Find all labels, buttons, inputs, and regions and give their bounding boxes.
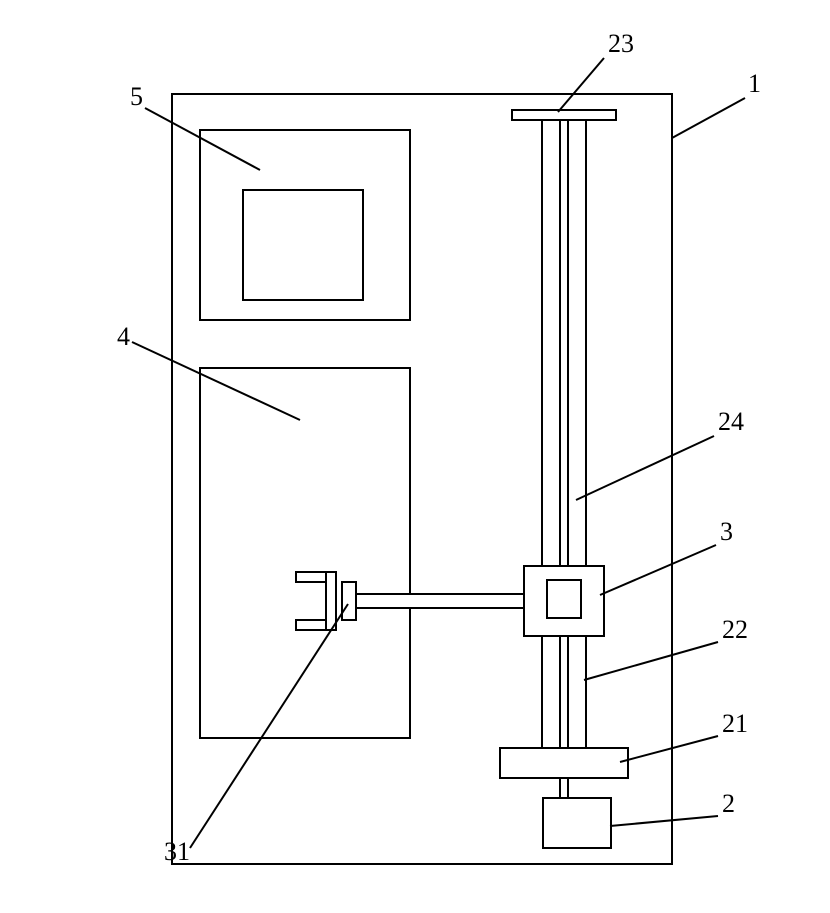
label-3: 3 (720, 517, 733, 546)
label-2: 2 (722, 789, 735, 818)
label-4: 4 (117, 322, 130, 351)
rail-right (568, 118, 586, 748)
fork-vbar (326, 572, 336, 630)
fork-top (296, 572, 326, 582)
shapes-layer (172, 94, 672, 864)
arm (352, 594, 524, 608)
top-cap (512, 110, 616, 120)
bottom-plate (500, 748, 628, 778)
label-24: 24 (718, 407, 744, 436)
label-21: 21 (722, 709, 748, 738)
label-23: 23 (608, 29, 634, 58)
label-31: 31 (164, 837, 190, 866)
fork-bot (296, 620, 326, 630)
carriage-inner (547, 580, 581, 618)
left-big-rect (200, 368, 410, 738)
arm-block (342, 582, 356, 620)
top-left-inner (243, 190, 363, 300)
motor (543, 798, 611, 848)
label-22: 22 (722, 615, 748, 644)
diagram-canvas: 542312432221231 (0, 0, 830, 913)
bottom-stub (560, 778, 568, 798)
label-5: 5 (130, 82, 143, 111)
label-1: 1 (748, 69, 761, 98)
rail-left (542, 118, 560, 748)
leader-1 (672, 98, 745, 138)
